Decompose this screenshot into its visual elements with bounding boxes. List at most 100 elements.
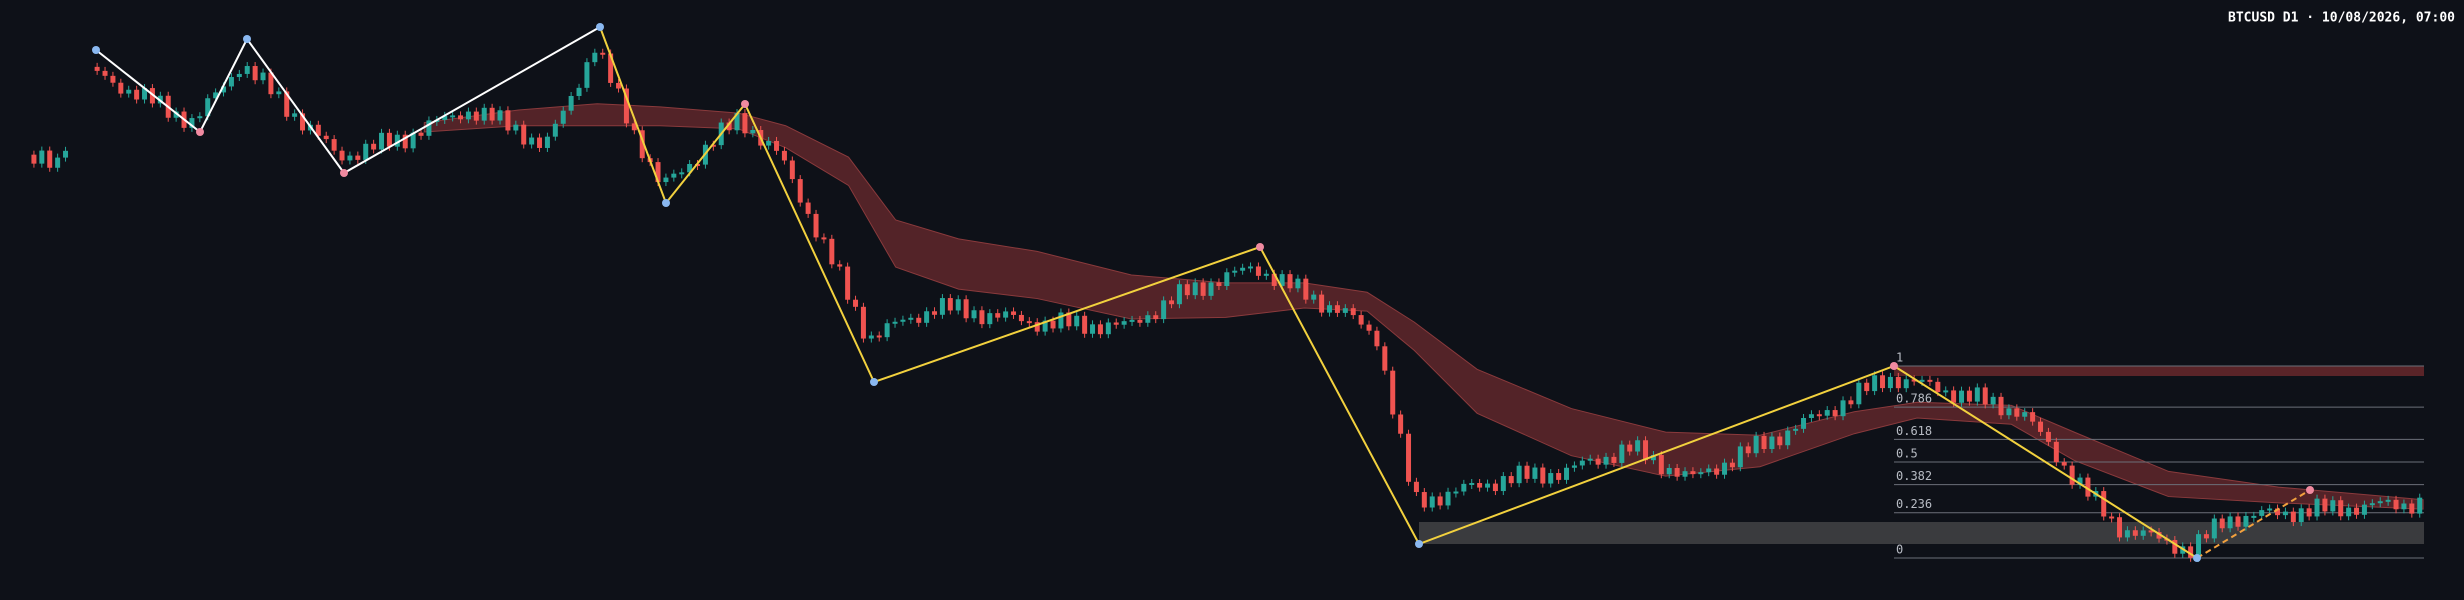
candle-body <box>1579 460 1585 466</box>
candle-body <box>331 139 337 151</box>
candle-body <box>118 82 124 94</box>
candle-body <box>1200 282 1206 296</box>
candle-body <box>1635 440 1641 452</box>
candle-body <box>173 111 179 118</box>
candle-body <box>1603 456 1609 465</box>
candle-body <box>497 110 503 121</box>
candle-body <box>1208 282 1214 296</box>
candle-body <box>1729 462 1735 468</box>
candle-body <box>1105 322 1111 335</box>
candle-body <box>505 110 511 131</box>
candle-body <box>1145 315 1151 323</box>
candle-body <box>110 75 116 83</box>
candle-body <box>2203 534 2209 539</box>
candle-body <box>323 135 329 140</box>
candle-body <box>2227 516 2233 529</box>
candle-body <box>1690 471 1696 475</box>
candle-body <box>845 266 851 300</box>
candle-body <box>228 77 234 87</box>
candle-body <box>860 306 866 339</box>
candle-body <box>2401 503 2407 510</box>
candle-body <box>892 321 898 324</box>
candle-body <box>1824 410 1830 416</box>
candle-body <box>789 160 795 180</box>
candle-body <box>1255 266 1261 276</box>
candle-body <box>797 179 803 203</box>
candle-body <box>1461 483 1467 492</box>
candle-body <box>489 107 495 121</box>
candle-body <box>1295 278 1301 289</box>
fib-label: 0 <box>1896 543 1903 557</box>
candle-body <box>955 299 961 311</box>
candle-body <box>221 86 227 93</box>
candle-body <box>2314 498 2320 517</box>
candle-body <box>1793 428 1799 431</box>
candle-body <box>426 120 432 136</box>
candle-body <box>1808 414 1814 418</box>
candle-body <box>2298 508 2304 523</box>
candle-body <box>932 311 938 315</box>
candle-body <box>1058 312 1064 329</box>
candle-body <box>315 124 321 136</box>
candle-body <box>2124 530 2130 538</box>
candle-body <box>371 143 377 150</box>
candle-body <box>1619 444 1625 463</box>
candle-body <box>1129 319 1135 322</box>
candle-body <box>544 136 550 148</box>
pivot <box>2306 486 2314 494</box>
candle-body <box>805 202 811 214</box>
candle-body <box>655 162 661 183</box>
candle-body <box>1753 435 1759 454</box>
fib-label: 0.5 <box>1896 447 1918 461</box>
candle-body <box>2038 421 2044 432</box>
candle-body <box>1121 321 1127 325</box>
resistance-zone <box>1894 366 2424 376</box>
fib-label: 0.382 <box>1896 469 1932 483</box>
chart-title: BTCUSD D1 · 10/08/2026, 07:00 <box>2228 11 2455 26</box>
candle-body <box>1169 300 1175 305</box>
cloud <box>423 103 2424 510</box>
candle-body <box>47 150 53 168</box>
candle-body <box>1982 387 1988 405</box>
candle-body <box>600 52 606 55</box>
candle-body <box>418 132 424 136</box>
candle-body <box>1627 444 1633 452</box>
fib-label: 1 <box>1896 351 1903 365</box>
candle-body <box>1453 491 1459 494</box>
candle-body <box>742 113 748 134</box>
candle-body <box>1508 476 1514 484</box>
candle-body <box>2188 546 2194 558</box>
candle-body <box>1374 330 1380 347</box>
swing-line <box>2196 489 2311 559</box>
candle-body <box>608 53 614 83</box>
candle-body <box>2290 511 2296 523</box>
candle-body <box>1263 273 1269 276</box>
candle-body <box>560 110 566 124</box>
candle-body <box>2030 412 2036 422</box>
candle-body <box>1153 315 1159 320</box>
candle-body <box>1848 400 1854 405</box>
candle-body <box>821 237 827 240</box>
candle-body <box>2306 508 2312 517</box>
candle-body <box>1485 483 1491 488</box>
support-zone <box>1419 522 2424 544</box>
candle-body <box>1959 390 1965 403</box>
candle-body <box>189 118 195 128</box>
candle-body <box>623 88 629 124</box>
candle-body <box>631 123 637 131</box>
candle-body <box>1816 414 1822 417</box>
candle-body <box>1658 455 1664 475</box>
candle-body <box>1564 467 1570 480</box>
candle-body <box>1232 270 1238 273</box>
candle-body <box>1398 414 1404 434</box>
zone-layer <box>1419 366 2424 544</box>
pivot <box>870 378 878 386</box>
candle-body <box>1469 482 1475 485</box>
candle-body <box>710 144 716 147</box>
candle-body <box>292 113 298 117</box>
candle-body <box>639 130 645 159</box>
candle-body <box>1050 320 1056 329</box>
candle-body <box>1192 282 1198 296</box>
candle-body <box>1429 496 1435 508</box>
